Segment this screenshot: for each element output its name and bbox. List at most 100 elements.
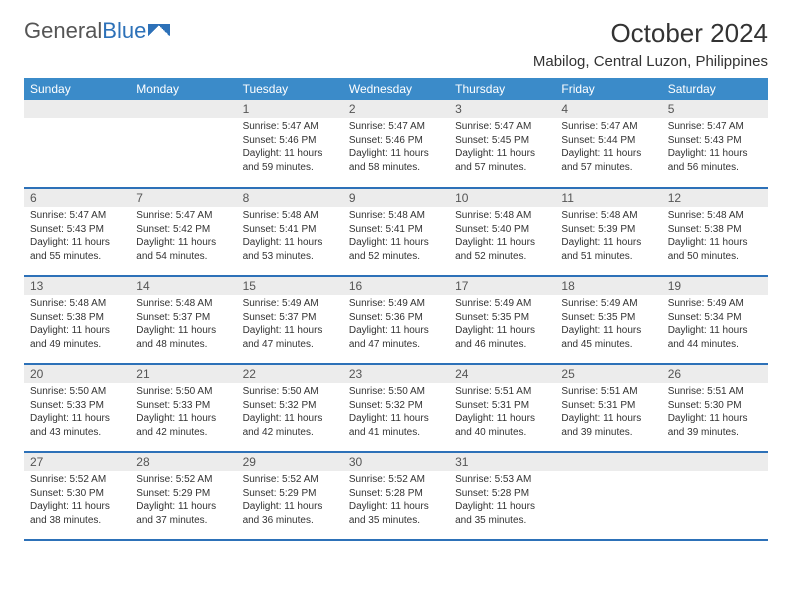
calendar-week-row: 6Sunrise: 5:47 AMSunset: 5:43 PMDaylight… (24, 188, 768, 276)
sunrise-line: Sunrise: 5:52 AM (349, 473, 443, 487)
sunset-line: Sunset: 5:40 PM (455, 223, 549, 237)
brand-logo: GeneralBlue (24, 18, 170, 44)
sunset-line: Sunset: 5:37 PM (243, 311, 337, 325)
calendar-day-cell: 2Sunrise: 5:47 AMSunset: 5:46 PMDaylight… (343, 100, 449, 188)
calendar-week-row: 27Sunrise: 5:52 AMSunset: 5:30 PMDayligh… (24, 452, 768, 540)
day-number: 24 (449, 365, 555, 383)
day-body: Sunrise: 5:48 AMSunset: 5:38 PMDaylight:… (24, 295, 130, 355)
day-number: 31 (449, 453, 555, 471)
day-header: Sunday (24, 78, 130, 100)
sunrise-line: Sunrise: 5:47 AM (243, 120, 337, 134)
sunrise-line: Sunrise: 5:48 AM (668, 209, 762, 223)
calendar-day-cell: 10Sunrise: 5:48 AMSunset: 5:40 PMDayligh… (449, 188, 555, 276)
calendar-day-cell: 9Sunrise: 5:48 AMSunset: 5:41 PMDaylight… (343, 188, 449, 276)
calendar-day-cell: 3Sunrise: 5:47 AMSunset: 5:45 PMDaylight… (449, 100, 555, 188)
calendar-day-cell: 29 Sunrise: 5:52 AMSunset: 5:29 PMDayligh… (237, 452, 343, 540)
daylight-line: Daylight: 11 hours and 50 minutes. (668, 236, 762, 263)
day-body: Sunrise: 5:50 AMSunset: 5:32 PMDaylight:… (237, 383, 343, 443)
sunrise-line: Sunrise: 5:53 AM (455, 473, 549, 487)
day-header: Friday (555, 78, 661, 100)
sunrise-line: Sunrise: 5:49 AM (455, 297, 549, 311)
calendar-day-cell: 27Sunrise: 5:52 AMSunset: 5:30 PMDayligh… (24, 452, 130, 540)
calendar-day-cell: 13Sunrise: 5:48 AMSunset: 5:38 PMDayligh… (24, 276, 130, 364)
day-number: 30 (343, 453, 449, 471)
day-body: Sunrise: 5:47 AMSunset: 5:43 PMDaylight:… (24, 207, 130, 267)
sunrise-line: Sunrise: 5:52 AM (243, 473, 337, 487)
sunset-line: Sunset: 5:42 PM (136, 223, 230, 237)
calendar-body: 1Sunrise: 5:47 AMSunset: 5:46 PMDaylight… (24, 100, 768, 540)
sunrise-line: Sunrise: 5:48 AM (30, 297, 124, 311)
day-number: 25 (555, 365, 661, 383)
daylight-line: Daylight: 11 hours and 56 minutes. (668, 147, 762, 174)
day-number: 22 (237, 365, 343, 383)
day-number: 13 (24, 277, 130, 295)
daylight-line: Daylight: 11 hours and 44 minutes. (668, 324, 762, 351)
daylight-line: Daylight: 11 hours and 54 minutes. (136, 236, 230, 263)
sunset-line: Sunset: 5:38 PM (30, 311, 124, 325)
day-number: 29 (237, 453, 343, 471)
sunrise-line: Sunrise: 5:47 AM (136, 209, 230, 223)
daylight-line: Daylight: 11 hours and 45 minutes. (561, 324, 655, 351)
day-number: 8 (237, 189, 343, 207)
day-number: 17 (449, 277, 555, 295)
daylight-line: Daylight: 11 hours and 52 minutes. (349, 236, 443, 263)
calendar-empty-cell (555, 452, 661, 540)
day-number: 5 (662, 100, 768, 118)
day-body: Sunrise: 5:47 AMSunset: 5:43 PMDaylight:… (662, 118, 768, 178)
calendar-day-cell: 7Sunrise: 5:47 AMSunset: 5:42 PMDaylight… (130, 188, 236, 276)
day-body: Sunrise: 5:49 AMSunset: 5:36 PMDaylight:… (343, 295, 449, 355)
sunset-line: Sunset: 5:43 PM (668, 134, 762, 148)
day-body: Sunrise: 5:48 AMSunset: 5:40 PMDaylight:… (449, 207, 555, 267)
calendar-week-row: 13Sunrise: 5:48 AMSunset: 5:38 PMDayligh… (24, 276, 768, 364)
calendar-day-cell: 5Sunrise: 5:47 AMSunset: 5:43 PMDaylight… (662, 100, 768, 188)
day-number: 12 (662, 189, 768, 207)
sunrise-line: Sunrise: 5:48 AM (243, 209, 337, 223)
day-number: 9 (343, 189, 449, 207)
daylight-line: Daylight: 11 hours and 49 minutes. (30, 324, 124, 351)
calendar-day-cell: 12Sunrise: 5:48 AMSunset: 5:38 PMDayligh… (662, 188, 768, 276)
calendar-empty-cell (130, 100, 236, 188)
calendar-day-cell: 11Sunrise: 5:48 AMSunset: 5:39 PMDayligh… (555, 188, 661, 276)
calendar-day-cell: 23Sunrise: 5:50 AMSunset: 5:32 PMDayligh… (343, 364, 449, 452)
day-body: Sunrise: 5:48 AMSunset: 5:37 PMDaylight:… (130, 295, 236, 355)
day-number: 20 (24, 365, 130, 383)
sunset-line: Sunset: 5:39 PM (561, 223, 655, 237)
day-body: Sunrise: 5:47 AMSunset: 5:42 PMDaylight:… (130, 207, 236, 267)
daylight-line: Daylight: 11 hours and 57 minutes. (561, 147, 655, 174)
sunset-line: Sunset: 5:35 PM (561, 311, 655, 325)
day-number: 19 (662, 277, 768, 295)
calendar-day-cell: 8Sunrise: 5:48 AMSunset: 5:41 PMDaylight… (237, 188, 343, 276)
calendar-day-cell: 21Sunrise: 5:50 AMSunset: 5:33 PMDayligh… (130, 364, 236, 452)
day-body: Sunrise: 5:47 AMSunset: 5:46 PMDaylight:… (343, 118, 449, 178)
sunrise-line: Sunrise: 5:48 AM (349, 209, 443, 223)
daylight-line: Daylight: 11 hours and 41 minutes. (349, 412, 443, 439)
day-body: Sunrise: 5:48 AMSunset: 5:41 PMDaylight:… (343, 207, 449, 267)
daylight-line: Daylight: 11 hours and 39 minutes. (561, 412, 655, 439)
page-subtitle: Mabilog, Central Luzon, Philippines (533, 53, 768, 70)
daylight-line: Daylight: 11 hours and 36 minutes. (243, 500, 337, 527)
day-body: Sunrise: 5:51 AMSunset: 5:30 PMDaylight:… (662, 383, 768, 443)
day-number: 14 (130, 277, 236, 295)
day-body: Sunrise: 5:52 AMSunset: 5:29 PMDaylight:… (130, 471, 236, 531)
day-number: 23 (343, 365, 449, 383)
daylight-line: Daylight: 11 hours and 57 minutes. (455, 147, 549, 174)
daylight-line: Daylight: 11 hours and 59 minutes. (243, 147, 337, 174)
day-number: 16 (343, 277, 449, 295)
daylight-line: Daylight: 11 hours and 40 minutes. (455, 412, 549, 439)
day-body: Sunrise: 5:52 AMSunset: 5:28 PMDaylight:… (343, 471, 449, 531)
day-number: 18 (555, 277, 661, 295)
day-body: Sunrise: 5:51 AMSunset: 5:31 PMDaylight:… (449, 383, 555, 443)
brand-mark-icon (148, 24, 170, 38)
day-number: 3 (449, 100, 555, 118)
calendar-day-cell: 4Sunrise: 5:47 AMSunset: 5:44 PMDaylight… (555, 100, 661, 188)
day-body: Sunrise: 5:48 AMSunset: 5:38 PMDaylight:… (662, 207, 768, 267)
day-number: 11 (555, 189, 661, 207)
sunset-line: Sunset: 5:36 PM (349, 311, 443, 325)
daylight-line: Daylight: 11 hours and 37 minutes. (136, 500, 230, 527)
daylight-line: Daylight: 11 hours and 46 minutes. (455, 324, 549, 351)
daylight-line: Daylight: 11 hours and 58 minutes. (349, 147, 443, 174)
calendar-day-cell: 22Sunrise: 5:50 AMSunset: 5:32 PMDayligh… (237, 364, 343, 452)
day-body: Sunrise: 5:51 AMSunset: 5:31 PMDaylight:… (555, 383, 661, 443)
calendar-day-cell: 15Sunrise: 5:49 AMSunset: 5:37 PMDayligh… (237, 276, 343, 364)
sunset-line: Sunset: 5:29 PM (243, 487, 337, 501)
